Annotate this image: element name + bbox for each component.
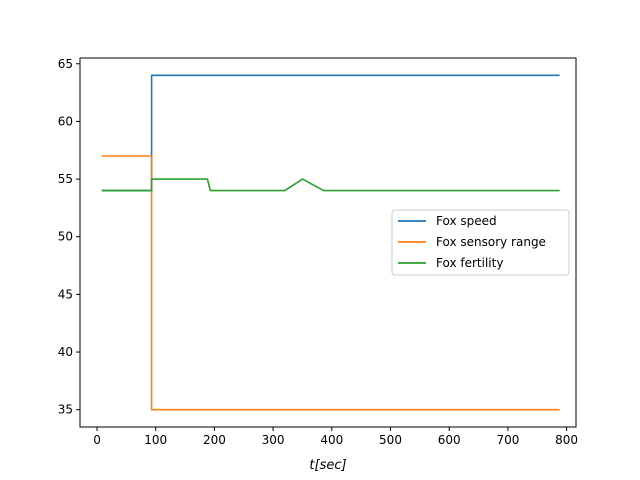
x-tick-label: 0 [93,433,101,447]
x-tick-label: 100 [144,433,167,447]
y-axis: 35 40 45 50 55 60 65 [58,57,80,417]
y-tick-label: 60 [58,114,73,128]
legend-label-2: Fox sensory range [436,235,546,249]
y-tick-label: 55 [58,172,73,186]
x-tick-label: 600 [438,433,461,447]
legend[interactable]: Fox speed Fox sensory range Fox fertility [391,209,570,276]
y-tick-label: 65 [58,57,73,71]
y-tick-label: 35 [58,403,73,417]
series-line-3 [101,178,560,192]
x-axis-label: t[sec] [309,458,346,473]
y-tick-label: 50 [58,230,73,244]
legend-label-1: Fox speed [436,214,497,228]
x-tick-label: 700 [496,433,519,447]
series-layer [101,74,560,411]
x-tick-label: 200 [203,433,226,447]
plot-frame [79,57,577,428]
x-axis: 0 100 200 300 400 500 600 700 800 [93,427,578,447]
x-tick-label: 300 [262,433,285,447]
x-tick-label: 400 [320,433,343,447]
y-tick-label: 40 [58,345,73,359]
y-tick-label: 45 [58,287,73,301]
legend-frame [391,209,570,276]
series-line-2 [101,155,560,411]
x-tick-label: 500 [379,433,402,447]
legend-label-3: Fox fertility [436,256,503,270]
x-tick-label: 800 [555,433,578,447]
